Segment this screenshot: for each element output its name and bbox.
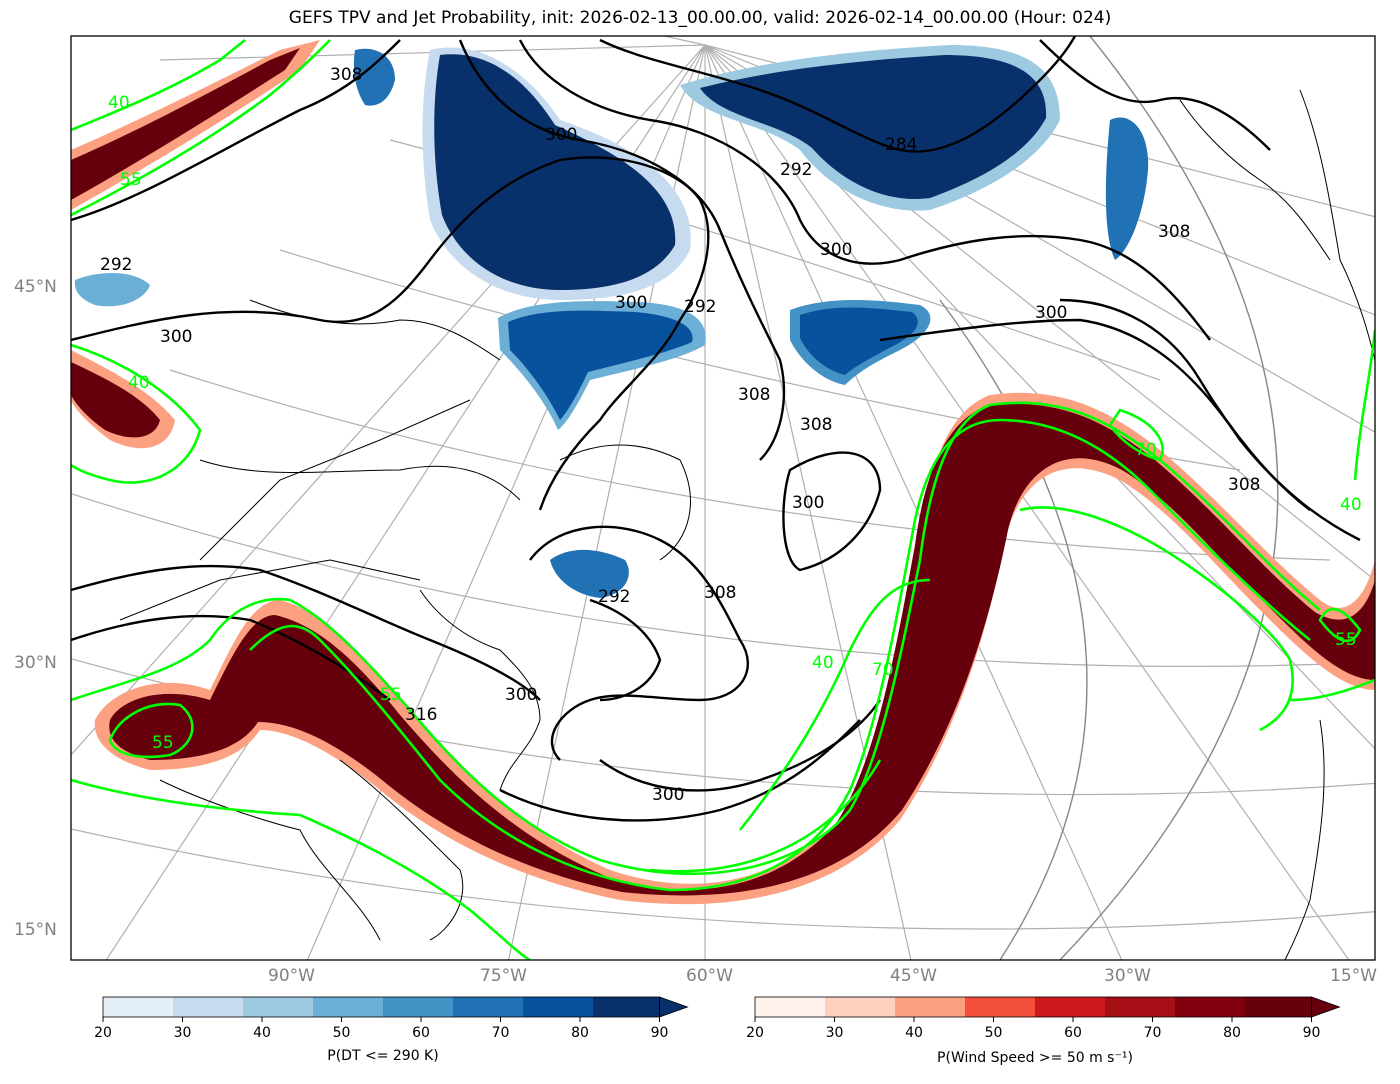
jet-colorbar-segment: [965, 997, 1036, 1017]
theta-label: 316: [405, 705, 437, 725]
lon-label-30w: 30°W: [1104, 966, 1151, 986]
theta-label: 308: [330, 65, 362, 85]
theta-label: 292: [100, 255, 132, 275]
wind-label: 40: [108, 93, 130, 113]
theta-label: 308: [800, 415, 832, 435]
theta-label: 300: [1035, 303, 1067, 323]
theta-label: 308: [738, 385, 770, 405]
tpv-colorbar-segment: [313, 997, 384, 1017]
tpv-colorbar-tick-label: 40: [253, 1025, 271, 1041]
wind-label: 55: [1335, 630, 1357, 650]
wind-label: 55: [152, 733, 174, 753]
tpv-colorbar-tick-label: 60: [412, 1025, 430, 1041]
wind-label: 40: [812, 653, 834, 673]
tpv-colorbar-segment: [453, 997, 524, 1017]
wind-label: 55: [380, 685, 402, 705]
tpv-colorbar-tick-label: 30: [174, 1025, 192, 1041]
lon-label-75w: 75°W: [480, 966, 527, 986]
jet-colorbar-segment: [1175, 997, 1246, 1017]
map-frame: [70, 35, 1376, 961]
theta-label: 292: [684, 297, 716, 317]
tpv-colorbar-outline: [102, 996, 660, 1018]
theta-label: 308: [704, 583, 736, 603]
jet-colorbar-segment: [825, 997, 896, 1017]
jet-probability-fill: [71, 40, 1375, 905]
jet-colorbar-tick-label: 80: [1223, 1025, 1241, 1041]
map-title: GEFS TPV and Jet Probability, init: 2026…: [288, 8, 1112, 28]
theta-contour-label-group: 308 300 292 284 292 300 308 300 292 300 …: [100, 65, 1260, 805]
tpv-colorbar-segment: [593, 997, 660, 1017]
jet-colorbar-segment: [1105, 997, 1176, 1017]
tpv-colorbar-segment: [173, 997, 244, 1017]
theta-label: 300: [160, 327, 192, 347]
tpv-colorbar-tick-label: 50: [333, 1025, 351, 1041]
tpv-colorbar-segment: [243, 997, 314, 1017]
jet-colorbar-tick-label: 90: [1303, 1025, 1321, 1041]
jet-colorbar-label: P(Wind Speed >= 50 m s⁻¹): [937, 1050, 1133, 1066]
lon-label-15w: 15°W: [1330, 966, 1377, 986]
wind-contour-label-group: 40 55 40 55 40 70 55 55 40 70: [108, 93, 1362, 753]
theta-label: 308: [1228, 475, 1260, 495]
lat-label-15: 15°N: [14, 920, 57, 940]
theta-label: 300: [792, 493, 824, 513]
lon-label-60w: 60°W: [686, 966, 733, 986]
wind-label: 55: [120, 170, 142, 190]
jet-colorbar-tick-label: 60: [1064, 1025, 1082, 1041]
wind-label: 40: [1340, 495, 1362, 515]
jet-colorbar-segment: [755, 997, 826, 1017]
wind-contours: [71, 38, 1375, 960]
tpv-colorbar-segment: [523, 997, 594, 1017]
wind-label: 70: [872, 660, 894, 680]
tpv-probability-fill: [74, 45, 1149, 598]
jet-colorbar-outline: [754, 996, 1312, 1018]
theta-label: 300: [545, 125, 577, 145]
theta-label: 300: [615, 293, 647, 313]
jet-colorbar-segment: [895, 997, 966, 1017]
tpv-colorbar-extend-arrow: [659, 996, 689, 1018]
tpv-colorbar-tick-label: 20: [94, 1025, 112, 1041]
lat-label-45: 45°N: [14, 277, 57, 297]
jet-colorbar-tick-label: 40: [905, 1025, 923, 1041]
jet-colorbar-segment: [1245, 997, 1312, 1017]
theta-label: 300: [652, 785, 684, 805]
jet-colorbar-tick-label: 30: [826, 1025, 844, 1041]
tpv-colorbar-label: P(DT <= 290 K): [327, 1048, 439, 1064]
tpv-colorbar-tick-label: 70: [492, 1025, 510, 1041]
tpv-colorbar-segment: [103, 997, 174, 1017]
theta-label: 284: [885, 135, 917, 155]
jet-colorbar-tick-label: 70: [1144, 1025, 1162, 1041]
theta-label: 292: [780, 160, 812, 180]
lon-label-90w: 90°W: [268, 966, 315, 986]
jet-colorbar-segment: [1035, 997, 1106, 1017]
jet-colorbar: 20 30 40 50 60 70 80 90: [746, 996, 1341, 1041]
jet-colorbar-tick-label: 20: [746, 1025, 764, 1041]
jet-colorbar-extend-arrow: [1311, 996, 1341, 1018]
tpv-colorbar-tick-label: 80: [571, 1025, 589, 1041]
wind-label: 70: [1135, 440, 1157, 460]
coastlines: [119, 89, 1375, 960]
theta-label: 300: [820, 240, 852, 260]
theta-label: 300: [505, 685, 537, 705]
tpv-colorbar-tick-label: 90: [651, 1025, 669, 1041]
lon-label-45w: 45°W: [890, 966, 937, 986]
lat-label-30: 30°N: [14, 653, 57, 673]
jet-colorbar-tick-label: 50: [985, 1025, 1003, 1041]
wind-label: 40: [128, 373, 150, 393]
theta-label: 292: [598, 587, 630, 607]
tpv-colorbar-segment: [383, 997, 454, 1017]
theta-contours: [71, 36, 1361, 822]
theta-label: 308: [1158, 222, 1190, 242]
tpv-colorbar: 20 30 40 50 60 70 80 90: [94, 996, 689, 1041]
